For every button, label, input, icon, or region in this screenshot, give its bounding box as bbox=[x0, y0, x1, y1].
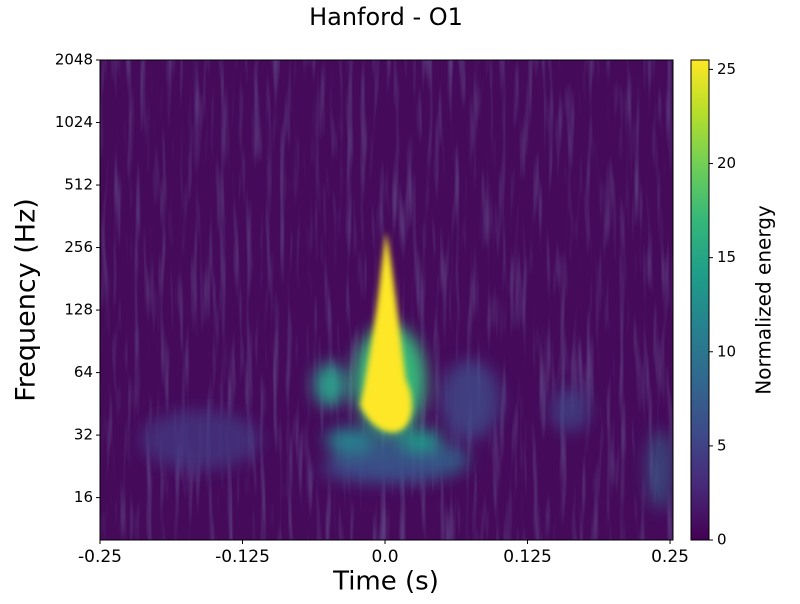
y-tick-label: 1024 bbox=[55, 113, 93, 131]
x-tick-label: 0.0 bbox=[371, 547, 398, 567]
y-tick-label: 256 bbox=[64, 238, 93, 256]
y-tick-label: 2048 bbox=[55, 51, 93, 69]
y-tick-label: 128 bbox=[64, 301, 93, 319]
spectrogram-image bbox=[100, 60, 673, 540]
chart-title: Hanford - O1 bbox=[309, 3, 463, 31]
y-axis-label: Frequency (Hz) bbox=[11, 198, 42, 402]
x-tick-label: 0.125 bbox=[503, 547, 552, 567]
colorbar-label: Normalized energy bbox=[752, 205, 776, 395]
x-tick-label: -0.125 bbox=[215, 547, 270, 567]
colorbar-tick-label: 10 bbox=[717, 342, 736, 360]
colorbar-tick-label: 0 bbox=[717, 531, 727, 549]
colorbar bbox=[690, 59, 710, 541]
x-tick-label: 0.25 bbox=[651, 547, 689, 567]
x-axis-label: Time (s) bbox=[332, 567, 439, 597]
colorbar-tick-label: 5 bbox=[717, 436, 727, 454]
colorbar-tick-label: 15 bbox=[717, 248, 736, 266]
x-tick-label: -0.25 bbox=[78, 547, 122, 567]
y-tick-label: 512 bbox=[64, 176, 93, 194]
y-tick-label: 32 bbox=[74, 426, 93, 444]
colorbar-tick-label: 25 bbox=[717, 60, 736, 78]
plot-frame bbox=[99, 59, 674, 541]
colorbar-tick-label: 20 bbox=[717, 154, 736, 172]
y-tick-label: 64 bbox=[74, 363, 93, 381]
y-tick-label: 16 bbox=[74, 488, 93, 506]
